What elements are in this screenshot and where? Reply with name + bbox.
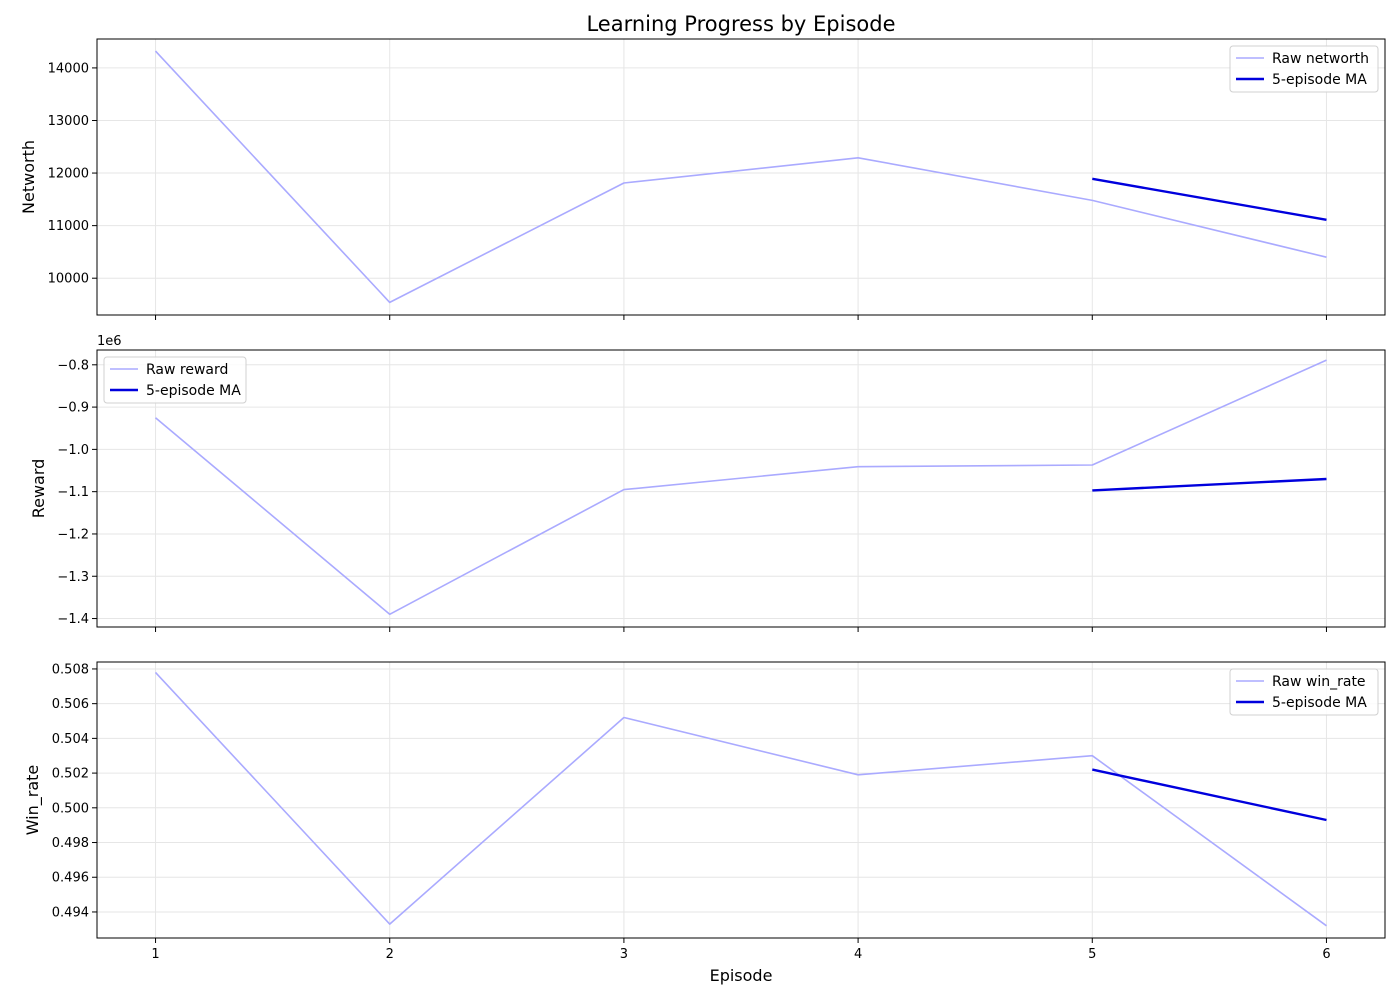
panels-group: 10000 11000 12000 13000 14000 Networth Raw net… (19, 38, 1386, 962)
panel-win_rate: 0.494 0.496 0.498 0.500 0.502 0.504 0.506 0.508… (23, 661, 1386, 962)
panel-frame (96, 349, 1386, 628)
y-tick-label: −1.0 (57, 443, 89, 458)
series-line-ma (1092, 768, 1327, 822)
y-tick-label: −0.9 (57, 401, 89, 416)
y-tick-label: 0.496 (52, 871, 89, 886)
x-tick-label: 3 (620, 947, 628, 962)
y-axis-label: Win_rate (23, 765, 43, 836)
y-tick-label: 0.494 (52, 905, 89, 920)
y-tick-label: −1.2 (57, 527, 89, 542)
y-offset-label: 1e6 (97, 334, 122, 349)
legend-label: Raw reward (146, 362, 228, 378)
legend: Raw reward 5-episode MA (103, 356, 247, 404)
x-tick-label: 1 (151, 947, 159, 962)
panel-frame (96, 661, 1386, 939)
x-axis-label: Episode (710, 966, 773, 985)
legend-label: Raw networth (1272, 51, 1369, 67)
x-tick-label: 4 (854, 947, 862, 962)
series-line-raw (154, 671, 1327, 927)
chart-title: Learning Progress by Episode (586, 12, 895, 36)
y-tick-label: 0.502 (52, 767, 89, 782)
y-tick-label: 14000 (48, 61, 89, 76)
legend-label: 5-episode MA (146, 383, 241, 399)
panel-frame (96, 38, 1386, 316)
legend-label: Raw win_rate (1272, 674, 1366, 690)
legend: Raw networth 5-episode MA (1229, 45, 1379, 93)
y-tick-label: 11000 (48, 219, 89, 234)
x-tick-label: 6 (1322, 947, 1330, 962)
y-tick-label: 0.498 (52, 836, 89, 851)
y-axis-label: Reward (29, 459, 48, 519)
y-tick-label: 12000 (48, 167, 89, 182)
legend-box (1229, 45, 1379, 93)
series-line-raw (154, 50, 1327, 304)
series-line-ma (1092, 477, 1327, 492)
legend-label: 5-episode MA (1272, 72, 1367, 88)
legend-box (103, 356, 247, 404)
legend-label: 5-episode MA (1272, 695, 1367, 711)
panel-reward: −1.4 −1.3 −1.2 −1.1 −1.0 −0.9 −0.8 Reward 1e6 Raw… (29, 334, 1386, 632)
y-tick-label: −1.4 (57, 612, 89, 627)
y-tick-label: −1.3 (57, 570, 89, 585)
legend-box (1229, 668, 1379, 716)
legend: Raw win_rate 5-episode MA (1229, 668, 1379, 716)
y-tick-label: −1.1 (57, 485, 89, 500)
y-tick-label: 0.506 (52, 697, 89, 712)
x-tick-label: 5 (1088, 947, 1096, 962)
series-line-raw (154, 359, 1327, 616)
y-tick-label: 13000 (48, 114, 89, 129)
panel-networth: 10000 11000 12000 13000 14000 Networth Raw net… (19, 38, 1386, 320)
y-tick-label: 0.504 (52, 732, 89, 747)
series-line-ma (1092, 177, 1327, 221)
y-tick-label: 0.500 (52, 801, 89, 816)
y-tick-label: 0.508 (52, 662, 89, 677)
x-tick-label: 2 (386, 947, 394, 962)
y-tick-label: −0.8 (57, 358, 89, 373)
y-axis-label: Networth (19, 140, 38, 214)
y-tick-label: 10000 (48, 272, 89, 287)
